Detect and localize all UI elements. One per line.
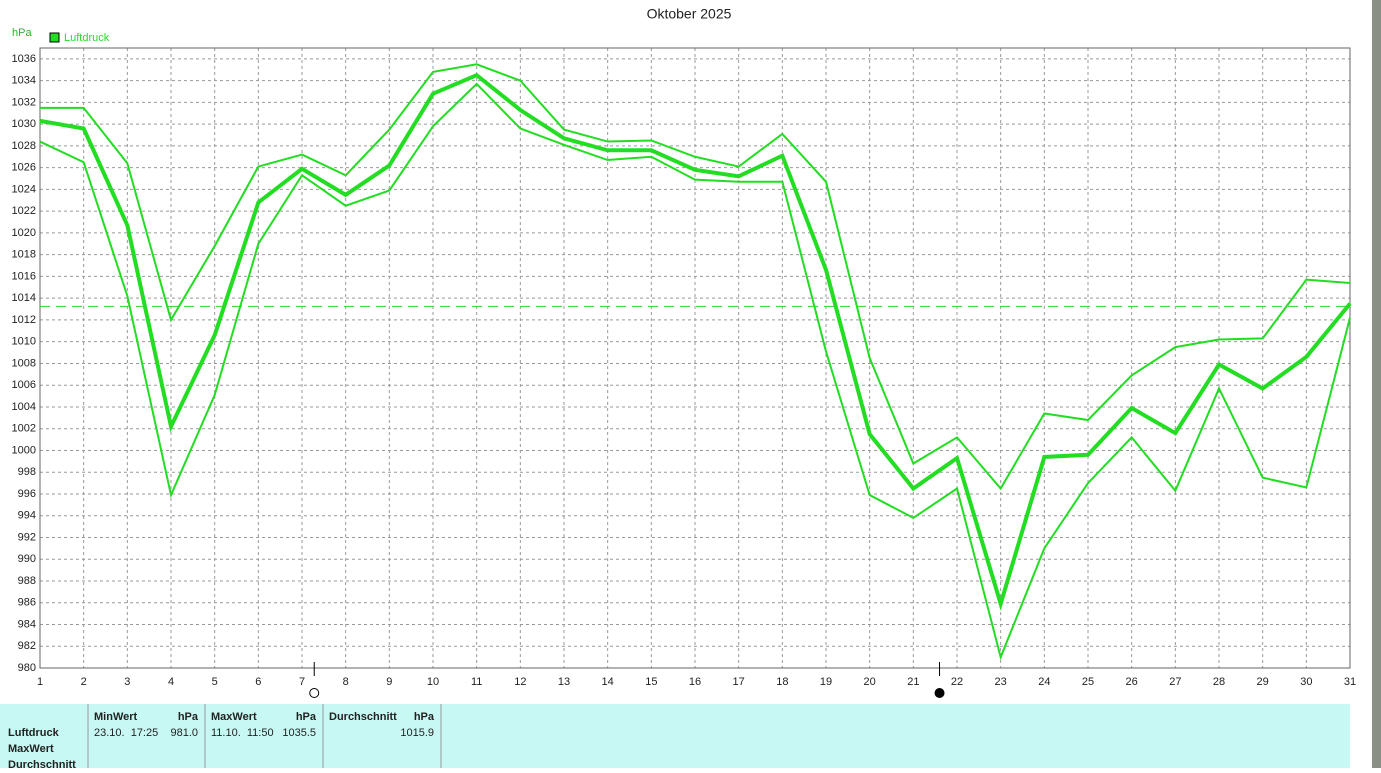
y-tick-label: 1036 [12,53,36,65]
x-tick-label: 11 [471,676,482,688]
series-line [39,82,1351,661]
y-tick-label: 1028 [12,140,36,152]
y-unit: hPa [12,27,32,39]
window-edge [1372,0,1381,768]
column-unit: hPa [296,711,317,723]
x-tick-label: 25 [1082,676,1094,688]
y-tick-label: 1004 [12,401,36,413]
x-tick-label: 23 [995,676,1007,688]
y-tick-label: 1006 [12,379,36,391]
stat-date: 11.10. 11:50 [211,727,274,739]
y-tick-label: 988 [18,575,36,587]
legend-label: Luftdruck [64,32,110,44]
y-tick-label: 986 [18,597,36,609]
x-tick-label: 5 [212,676,218,688]
row-label: Luftdruck [8,727,60,739]
column-header: MaxWert [211,711,257,723]
row-label: Durchschnitt [8,759,76,768]
y-tick-label: 980 [18,662,36,674]
column-unit: hPa [178,711,199,723]
stat-value: 1015.9 [400,727,434,739]
series-line [40,63,1351,491]
x-tick-label: 28 [1213,676,1225,688]
plot-frame [39,47,1351,669]
y-tick-label: 1034 [12,75,36,87]
stats-table [0,704,1350,768]
y-tick-label: 1010 [12,336,36,348]
row-label: MaxWert [8,743,54,755]
column-header: MinWert [94,711,138,723]
y-tick-label: 996 [18,488,36,500]
x-tick-label: 26 [1126,676,1138,688]
y-tick-label: 1000 [12,444,36,456]
y-tick-label: 1022 [12,205,36,217]
y-tick-label: 1030 [12,118,36,130]
x-tick-label: 2 [81,676,87,688]
x-tick-label: 10 [427,676,439,688]
stat-value: 1035.5 [282,727,316,739]
series-line [39,72,1352,611]
y-tick-label: 1014 [12,292,36,304]
x-tick-label: 3 [124,676,130,688]
y-tick-label: 1008 [12,357,36,369]
column-unit: hPa [414,711,435,723]
x-tick-label: 14 [602,676,614,688]
chart-title: Oktober 2025 [647,6,732,22]
x-tick-label: 13 [558,676,570,688]
y-tick-label: 1020 [12,227,36,239]
x-tick-label: 30 [1300,676,1312,688]
x-tick-label: 17 [733,676,745,688]
x-tick-label: 7 [299,676,305,688]
x-tick-label: 16 [689,676,701,688]
x-tick-label: 9 [386,676,392,688]
x-tick-label: 21 [907,676,919,688]
column-header: Durchschnitt [329,711,397,723]
x-tick-label: 19 [820,676,832,688]
x-tick-label: 12 [514,676,526,688]
stat-value: 981.0 [170,727,198,739]
x-tick-label: 20 [864,676,876,688]
y-tick-label: 998 [18,466,36,478]
y-tick-label: 1032 [12,96,36,108]
y-tick-label: 1018 [12,249,36,261]
x-tick-label: 22 [951,676,963,688]
y-tick-label: 1016 [12,270,36,282]
moon-marker [309,688,320,698]
x-tick-label: 29 [1257,676,1269,688]
y-tick-label: 1012 [12,314,36,326]
x-tick-label: 1 [37,676,43,688]
y-tick-label: 1024 [12,183,36,195]
moon-marker [934,688,945,698]
y-tick-label: 994 [18,510,36,522]
x-tick-label: 4 [168,676,174,688]
y-tick-label: 992 [18,531,36,543]
y-tick-label: 1002 [12,423,36,435]
x-tick-label: 31 [1344,676,1356,688]
y-tick-label: 984 [18,618,36,630]
stat-date: 23.10. 17:25 [94,727,158,739]
x-tick-label: 18 [776,676,788,688]
x-tick-label: 24 [1038,676,1050,688]
y-tick-label: 982 [18,640,36,652]
x-tick-label: 15 [645,676,657,688]
x-tick-label: 6 [255,676,261,688]
y-tick-label: 990 [18,553,36,565]
x-tick-label: 8 [343,676,349,688]
legend-swatch [49,32,60,43]
x-tick-label: 27 [1169,676,1181,688]
y-tick-label: 1026 [12,162,36,174]
